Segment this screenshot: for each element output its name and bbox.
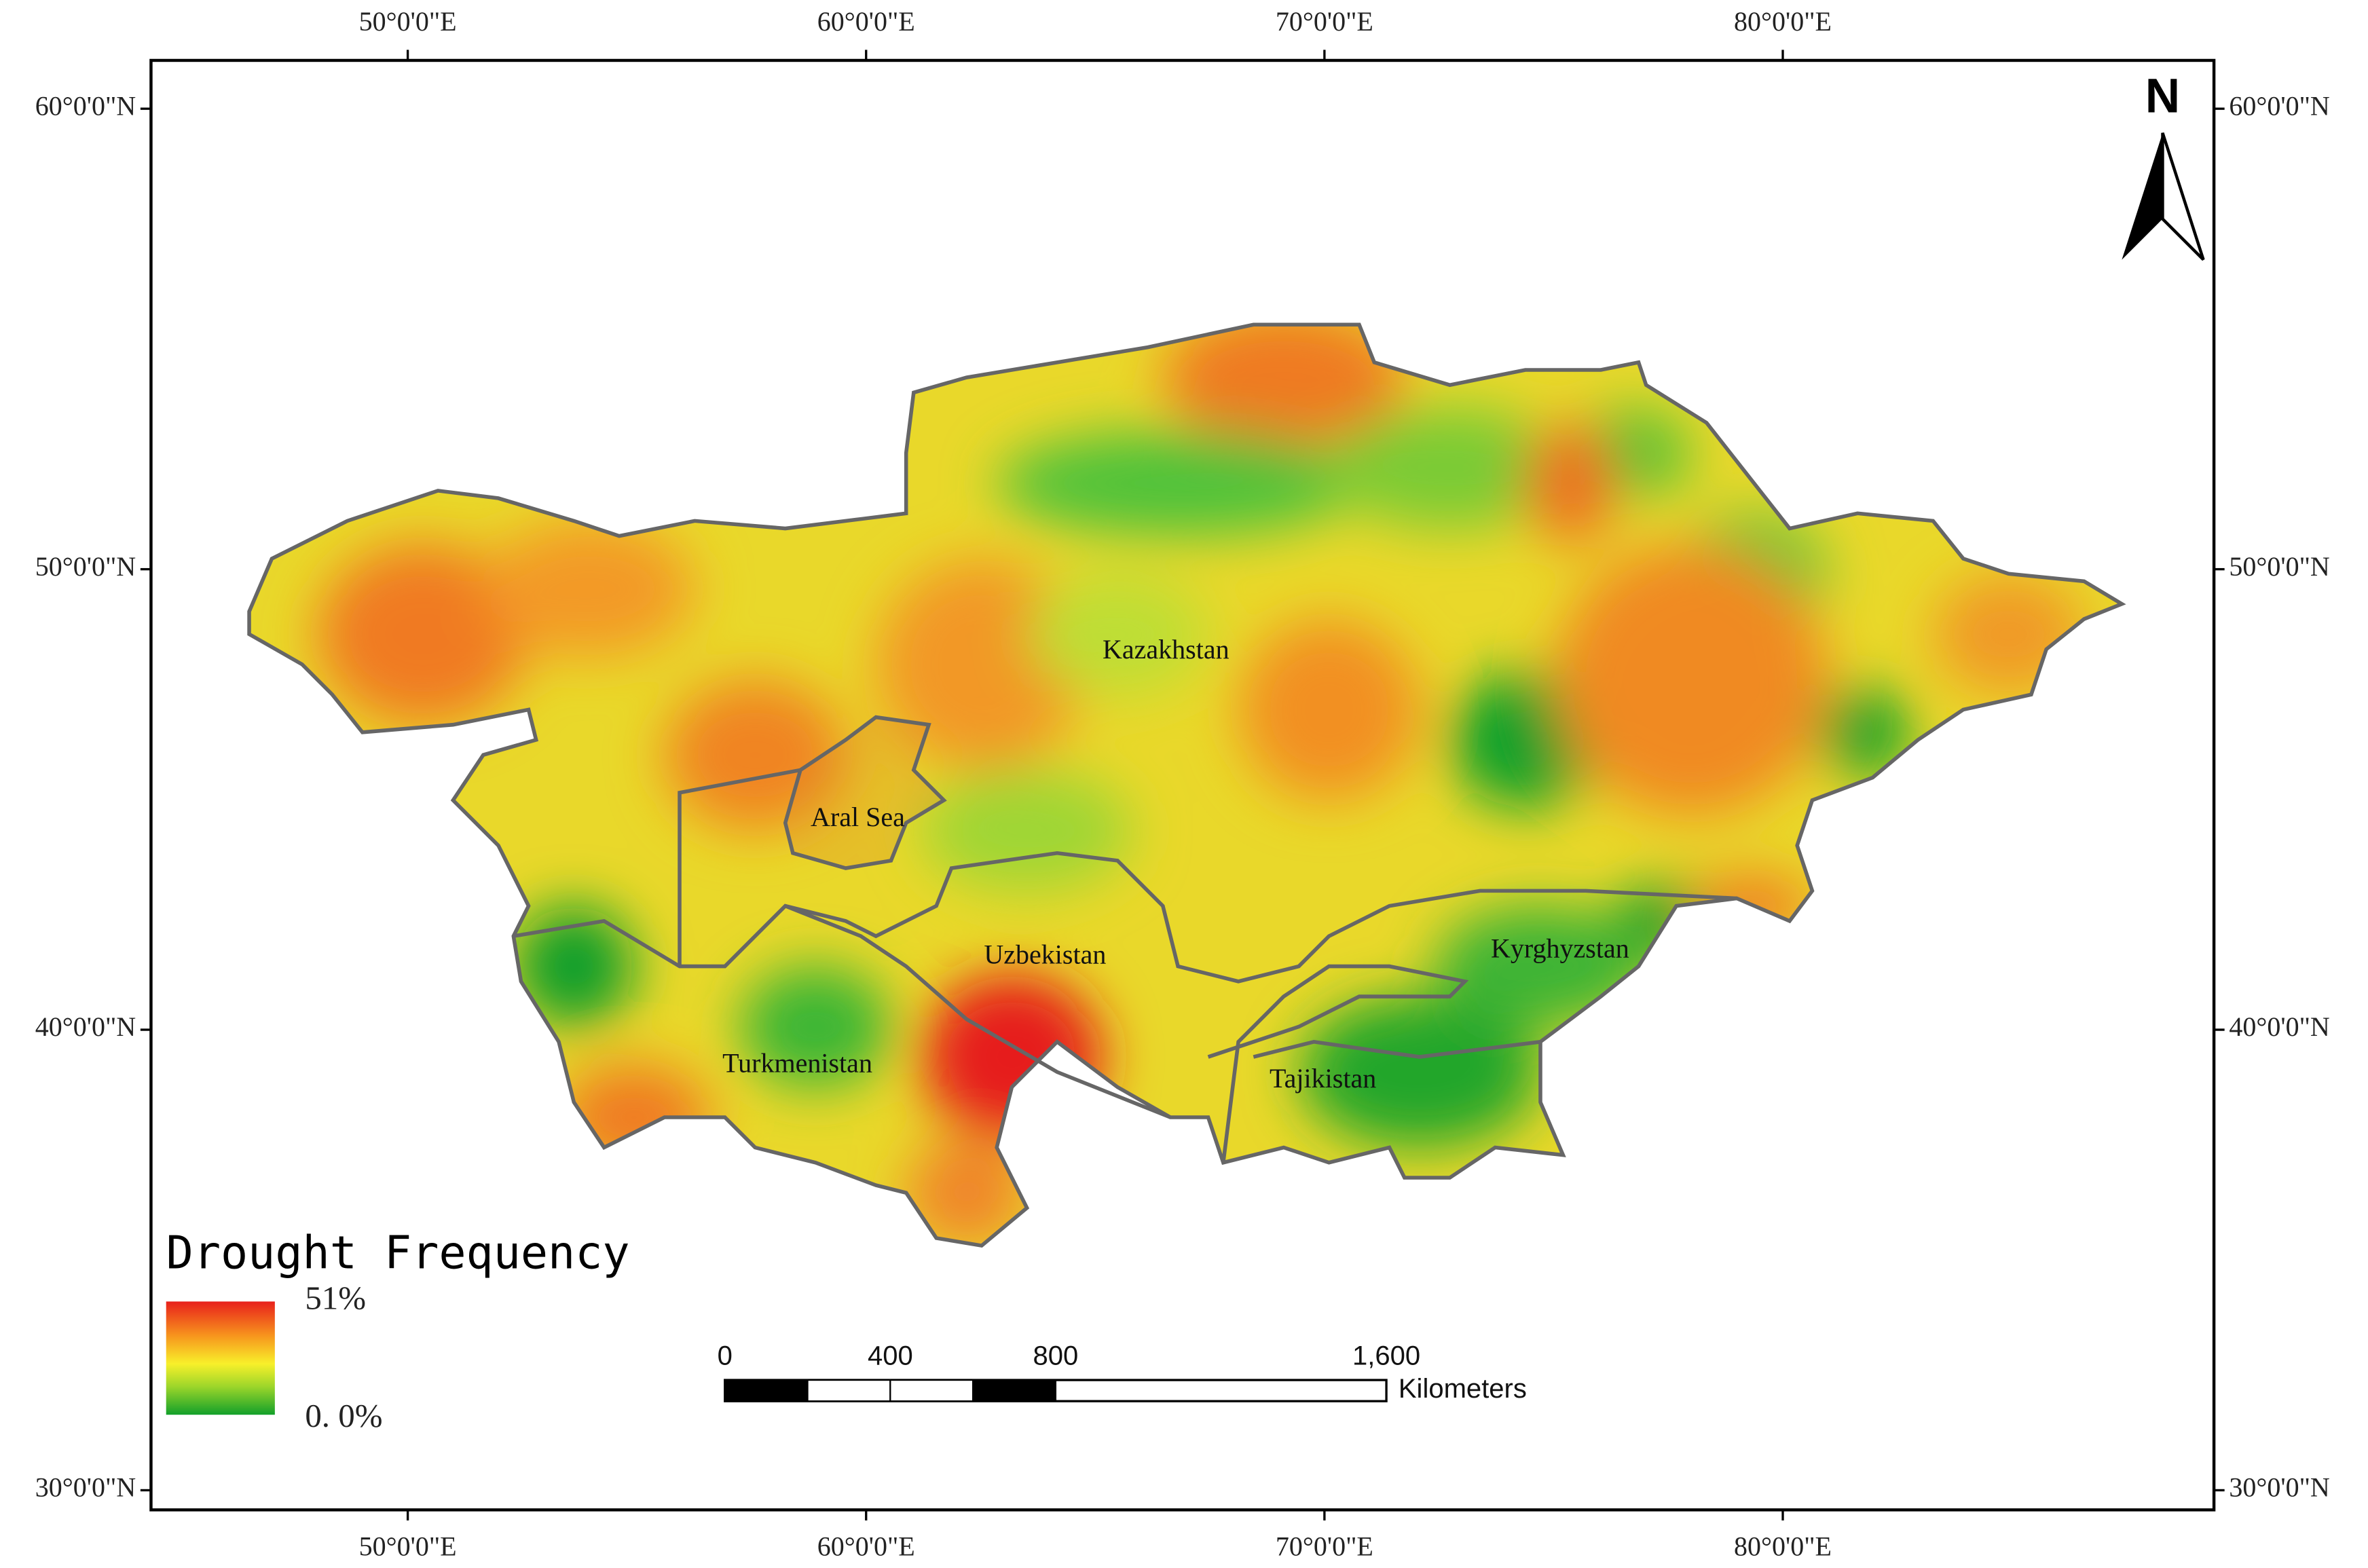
region-label: Kyrghyzstan <box>1491 933 1629 964</box>
lat-label: 30°0'0"N <box>35 1472 136 1503</box>
legend-ramp <box>166 1301 275 1415</box>
lat-label: 50°0'0"N <box>2229 551 2329 582</box>
lat-label: 30°0'0"N <box>2229 1472 2329 1503</box>
lon-label: 50°0'0"E <box>359 1531 457 1561</box>
region-label: Uzbekistan <box>984 939 1106 969</box>
lat-label: 50°0'0"N <box>35 551 136 582</box>
scale-unit: Kilometers <box>1399 1374 1527 1404</box>
lon-label: 80°0'0"E <box>1734 6 1832 37</box>
scale-label: 800 <box>1033 1341 1079 1370</box>
scale-segment <box>972 1379 1057 1402</box>
region-label: Kazakhstan <box>1103 634 1229 665</box>
lon-label: 60°0'0"E <box>817 6 915 37</box>
scale-label: 1,600 <box>1352 1341 1420 1370</box>
north-arrow: N <box>2122 70 2205 261</box>
scale-segment <box>889 1379 974 1402</box>
lon-label: 70°0'0"E <box>1276 6 1373 37</box>
lat-label: 60°0'0"N <box>35 90 136 121</box>
north-label: N <box>2145 70 2180 124</box>
lon-label: 60°0'0"E <box>817 1531 915 1561</box>
borders <box>249 324 2122 1246</box>
region-label: Tajikistan <box>1270 1063 1376 1094</box>
lon-label: 70°0'0"E <box>1276 1531 1373 1561</box>
lon-label: 80°0'0"E <box>1734 1531 1832 1561</box>
scale-label: 400 <box>868 1341 913 1370</box>
legend: Drought Frequency 51% 0. 0% <box>166 1227 630 1434</box>
scale-segment <box>807 1379 891 1402</box>
legend-max: 51% <box>305 1280 366 1317</box>
region-label: Turkmenistan <box>722 1048 872 1079</box>
scale-label: 0 <box>718 1341 733 1370</box>
legend-min: 0. 0% <box>305 1397 382 1434</box>
legend-title: Drought Frequency <box>166 1227 630 1280</box>
graticule-labels: 50°0'0"E 50°0'0"E 60°0'0"E 60°0'0"E 70°0'0"E… <box>35 6 2330 1562</box>
lat-label: 40°0'0"N <box>35 1011 136 1042</box>
region-labels: Kazakhstan Aral Sea Uzbekistan Kyrghyzst… <box>722 634 1629 1094</box>
lon-label: 50°0'0"E <box>359 6 457 37</box>
scale-bar: 0 400 800 1,600 Kilometers <box>718 1341 1527 1404</box>
lat-label: 60°0'0"N <box>2229 90 2329 121</box>
lat-label: 40°0'0"N <box>2229 1011 2329 1042</box>
region-label: Aral Sea <box>811 802 905 832</box>
scale-segment <box>724 1379 809 1402</box>
